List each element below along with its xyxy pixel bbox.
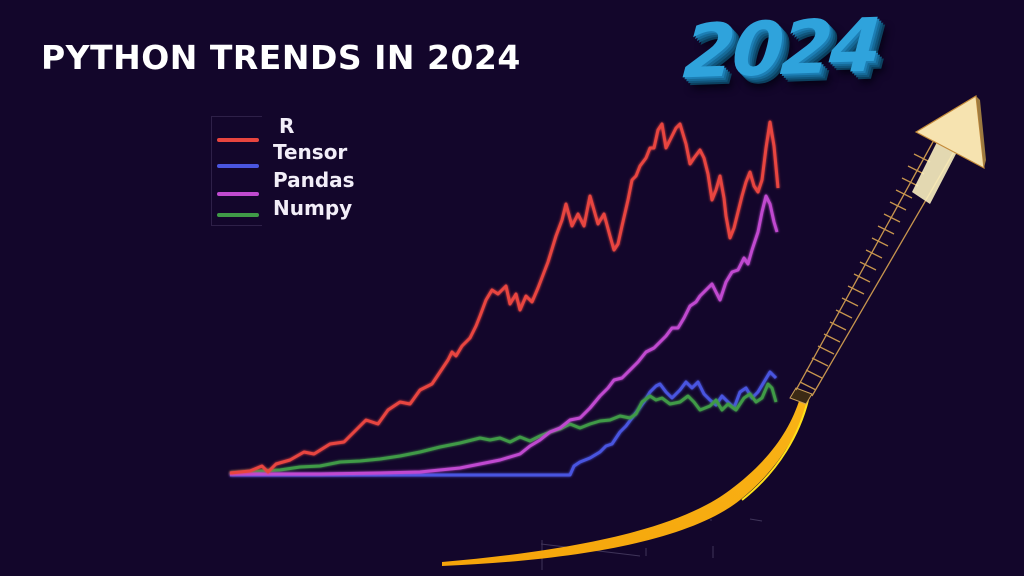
legend-label: Tensor — [273, 140, 348, 164]
series-tensor-line — [230, 370, 778, 477]
chart-legend: R Tensor Pandas Numpy — [211, 108, 371, 228]
legend-label: R — [279, 114, 295, 138]
series-pandas-line — [230, 194, 779, 476]
arrow-head-side — [976, 96, 986, 168]
arrow-curve-highlight — [741, 399, 809, 501]
legend-swatch-tensor — [217, 164, 259, 168]
arrow-collar — [789, 387, 813, 405]
faint-axis-marks — [540, 518, 763, 570]
legend-swatch-pandas — [217, 192, 259, 196]
year-badge-3d: 2024 — [680, 2, 882, 96]
growth-arrow — [442, 95, 986, 566]
legend-item-tensor: Tensor — [217, 136, 347, 168]
series-numpy-line — [229, 382, 778, 475]
legend-swatch-numpy — [217, 213, 259, 217]
page-title: PYTHON TRENDS IN 2024 — [41, 38, 521, 77]
legend-item-numpy: Numpy — [217, 196, 352, 220]
legend-swatch-r — [217, 138, 259, 142]
legend-label: Pandas — [273, 168, 355, 192]
legend-frame — [211, 116, 262, 226]
arrow-curve-base — [442, 398, 808, 566]
arrow-shaft-glow — [912, 140, 958, 204]
legend-item-r: R — [217, 110, 294, 142]
series-r-line — [229, 120, 780, 475]
legend-item-pandas: Pandas — [217, 164, 355, 196]
legend-label: Numpy — [273, 196, 353, 220]
